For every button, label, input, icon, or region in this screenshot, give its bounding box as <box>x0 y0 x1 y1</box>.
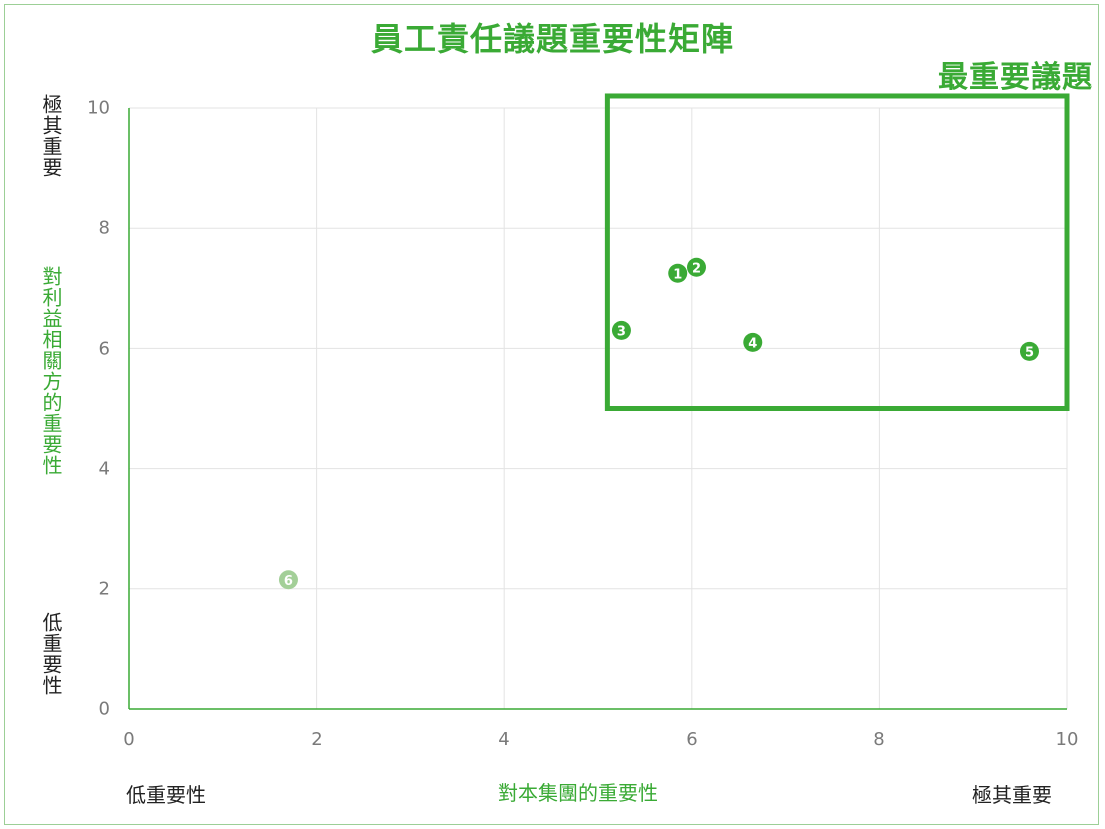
x-tick-label: 0 <box>123 729 135 750</box>
data-point-label: 4 <box>748 336 757 351</box>
data-point-label: 2 <box>692 261 701 276</box>
x-axis-label: 對本集團的重要性 <box>498 781 658 805</box>
data-point-marker <box>1019 341 1039 361</box>
y-axis-label: 對利益相關方的重要性 <box>39 266 63 476</box>
y-tick-label: 10 <box>87 97 110 119</box>
chart-title: 員工責任議題重要性矩陣 <box>370 20 734 58</box>
y-tick-label: 0 <box>98 698 110 720</box>
data-point-marker <box>686 257 706 277</box>
highlight-region-box <box>604 93 1070 411</box>
y-tick-label: 4 <box>98 458 110 480</box>
data-point-label: 1 <box>673 267 682 282</box>
data-point-label: 5 <box>1025 345 1034 360</box>
chart-frame <box>4 4 1099 825</box>
data-point-marker <box>743 332 763 352</box>
data-point-marker <box>278 570 298 590</box>
x-tick-label: 8 <box>873 729 885 750</box>
data-point-label: 6 <box>284 574 293 589</box>
x-high-label: 極其重要 <box>972 783 1052 807</box>
x-tick-label: 4 <box>498 729 510 750</box>
data-point-label: 3 <box>617 324 626 339</box>
x-tick-label: 6 <box>686 729 698 750</box>
y-high-label: 極其重要 <box>39 94 63 178</box>
x-low-label: 低重要性 <box>126 783 206 807</box>
data-point-marker <box>668 263 688 283</box>
highlight-region-label: 最重要議題 <box>938 60 1093 95</box>
x-tick-label: 2 <box>311 729 323 750</box>
y-tick-label: 2 <box>98 578 110 600</box>
data-point-marker <box>611 320 631 340</box>
y-low-label: 低重要性 <box>39 612 63 696</box>
y-tick-label: 8 <box>98 217 110 239</box>
y-tick-label: 6 <box>98 338 110 360</box>
x-tick-label: 10 <box>1055 729 1079 750</box>
